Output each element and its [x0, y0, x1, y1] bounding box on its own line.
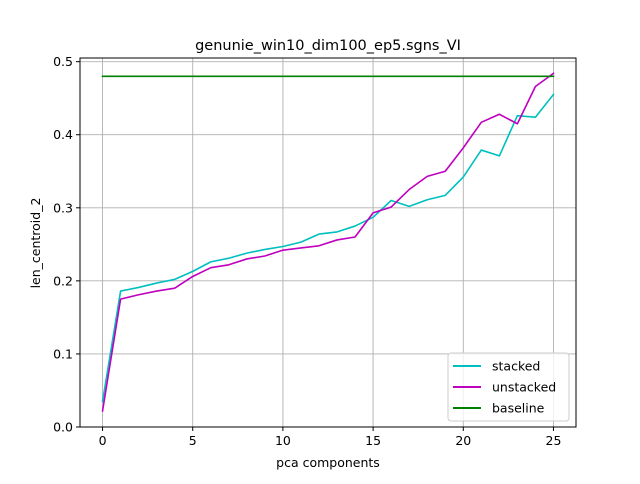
y-tick-label: 0.5: [53, 54, 73, 69]
y-tick-label: 0.1: [53, 346, 73, 361]
legend-label-unstacked: unstacked: [492, 380, 556, 395]
chart-title: genunie_win10_dim100_ep5.sgns_VI: [195, 38, 461, 54]
legend: stacked unstacked baseline: [447, 352, 570, 422]
y-axis-label: len_centroid_2: [28, 198, 43, 289]
x-tick-label: 0: [99, 433, 107, 448]
series-lines: [101, 72, 555, 412]
x-tick-label: 10: [275, 433, 291, 448]
legend-label-stacked: stacked: [492, 359, 540, 374]
x-tick-label: 5: [189, 433, 197, 448]
grid-lines: [80, 58, 576, 428]
y-tick-label: 0.4: [53, 127, 73, 142]
x-tick-label: 15: [365, 433, 381, 448]
series-line-unstacked: [101, 72, 555, 412]
series-line-stacked: [101, 93, 555, 403]
x-axis-label: pca components: [276, 455, 380, 470]
x-tick-label: 25: [546, 433, 562, 448]
x-tick-label: 20: [455, 433, 471, 448]
legend-label-baseline: baseline: [492, 401, 545, 416]
axis-ticks: 0 5 10 15 20 25 0.0 0.1 0.2 0.3 0.4 0.5: [53, 54, 561, 448]
y-tick-label: 0.3: [53, 200, 73, 215]
y-tick-label: 0.0: [53, 420, 73, 435]
plot-frame: [79, 57, 577, 428]
y-tick-label: 0.2: [53, 273, 73, 288]
legend-box: [447, 352, 570, 422]
